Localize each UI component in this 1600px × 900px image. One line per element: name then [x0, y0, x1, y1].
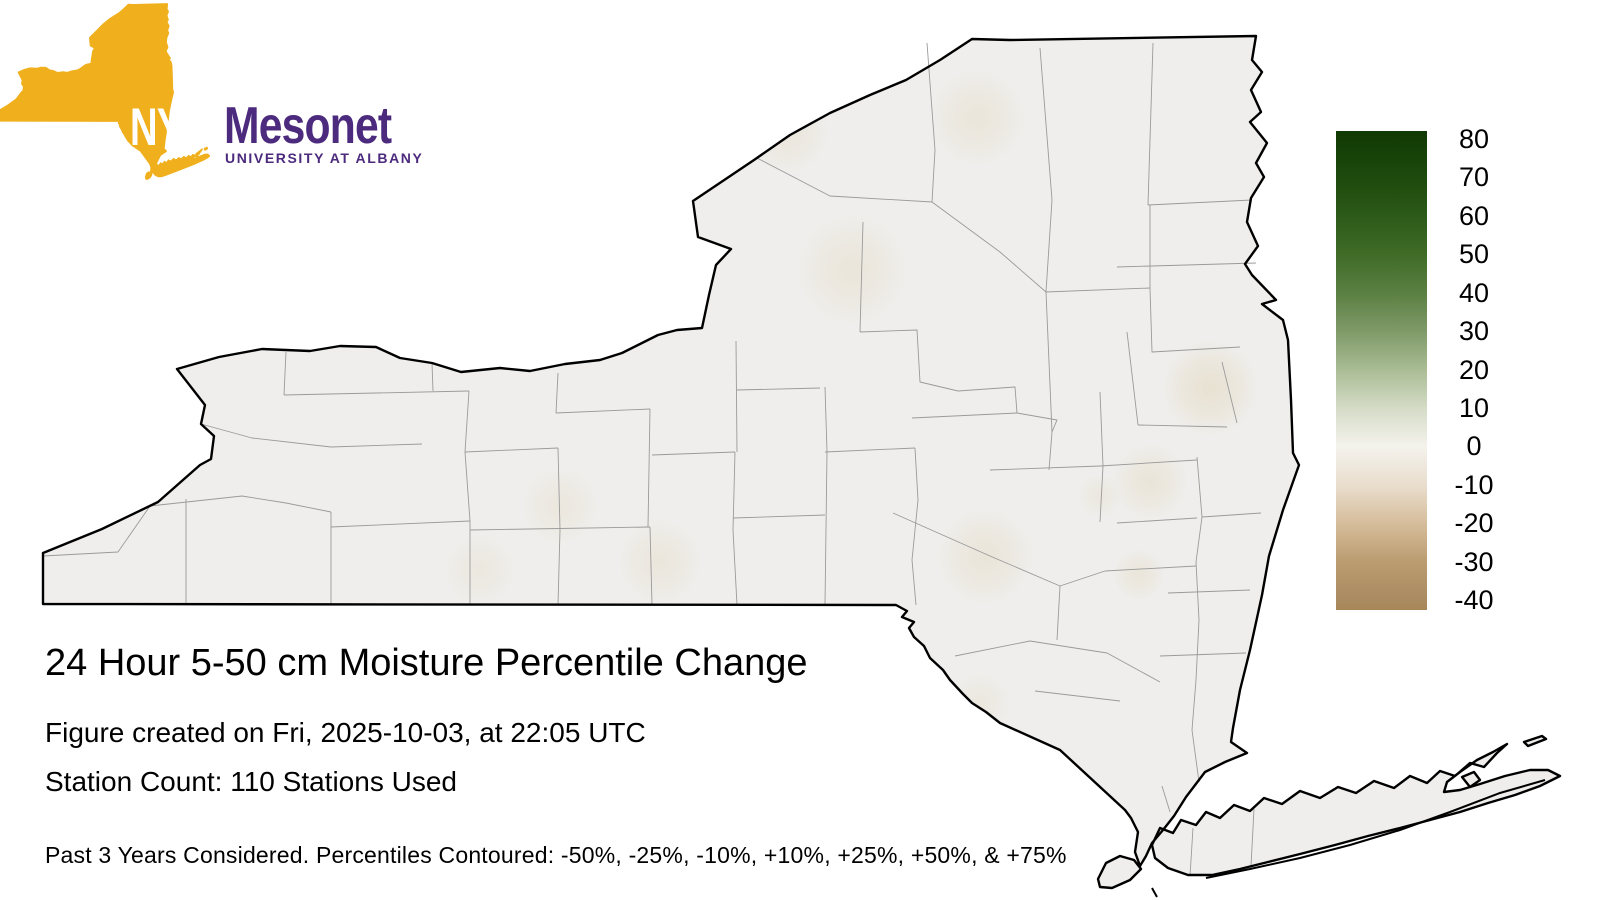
colorbar-tick: -20: [1454, 508, 1494, 538]
colorbar-tick: 70: [1458, 162, 1490, 192]
colorbar-tick: -40: [1454, 585, 1494, 615]
colorbar-gradient: [1336, 131, 1427, 610]
logo-university-subtitle: UNIVERSITY AT ALBANY: [225, 150, 424, 166]
colorbar-tick: 0: [1466, 431, 1482, 461]
colorbar-tick: 10: [1458, 393, 1490, 423]
logo-mesonet-wordmark: Mesonet: [224, 97, 392, 155]
colorbar-tick: 50: [1458, 239, 1490, 269]
logo-nys-acronym: NYS: [130, 98, 207, 157]
colorbar-tick: 80: [1458, 124, 1490, 154]
moisture-anomaly-patches: [445, 70, 1258, 733]
colorbar-tick: 30: [1458, 316, 1490, 346]
barrier-island-line: [1205, 779, 1546, 879]
percentile-footnote: Past 3 Years Considered. Percentiles Con…: [45, 842, 1067, 868]
figure-title: 24 Hour 5-50 cm Moisture Percentile Chan…: [45, 642, 808, 684]
harbor-tick: [1151, 887, 1158, 898]
county-boundaries: [42, 42, 1262, 877]
colorbar-tick: 40: [1458, 278, 1490, 308]
station-count-line: Station Count: 110 Stations Used: [45, 766, 457, 797]
colorbar-tick: 20: [1458, 355, 1490, 385]
colorbar-tick: -30: [1454, 547, 1494, 577]
colorbar-tick: -10: [1454, 470, 1494, 500]
figure-created-timestamp: Figure created on Fri, 2025-10-03, at 22…: [45, 717, 646, 748]
colorbar-tick: 60: [1458, 201, 1490, 231]
